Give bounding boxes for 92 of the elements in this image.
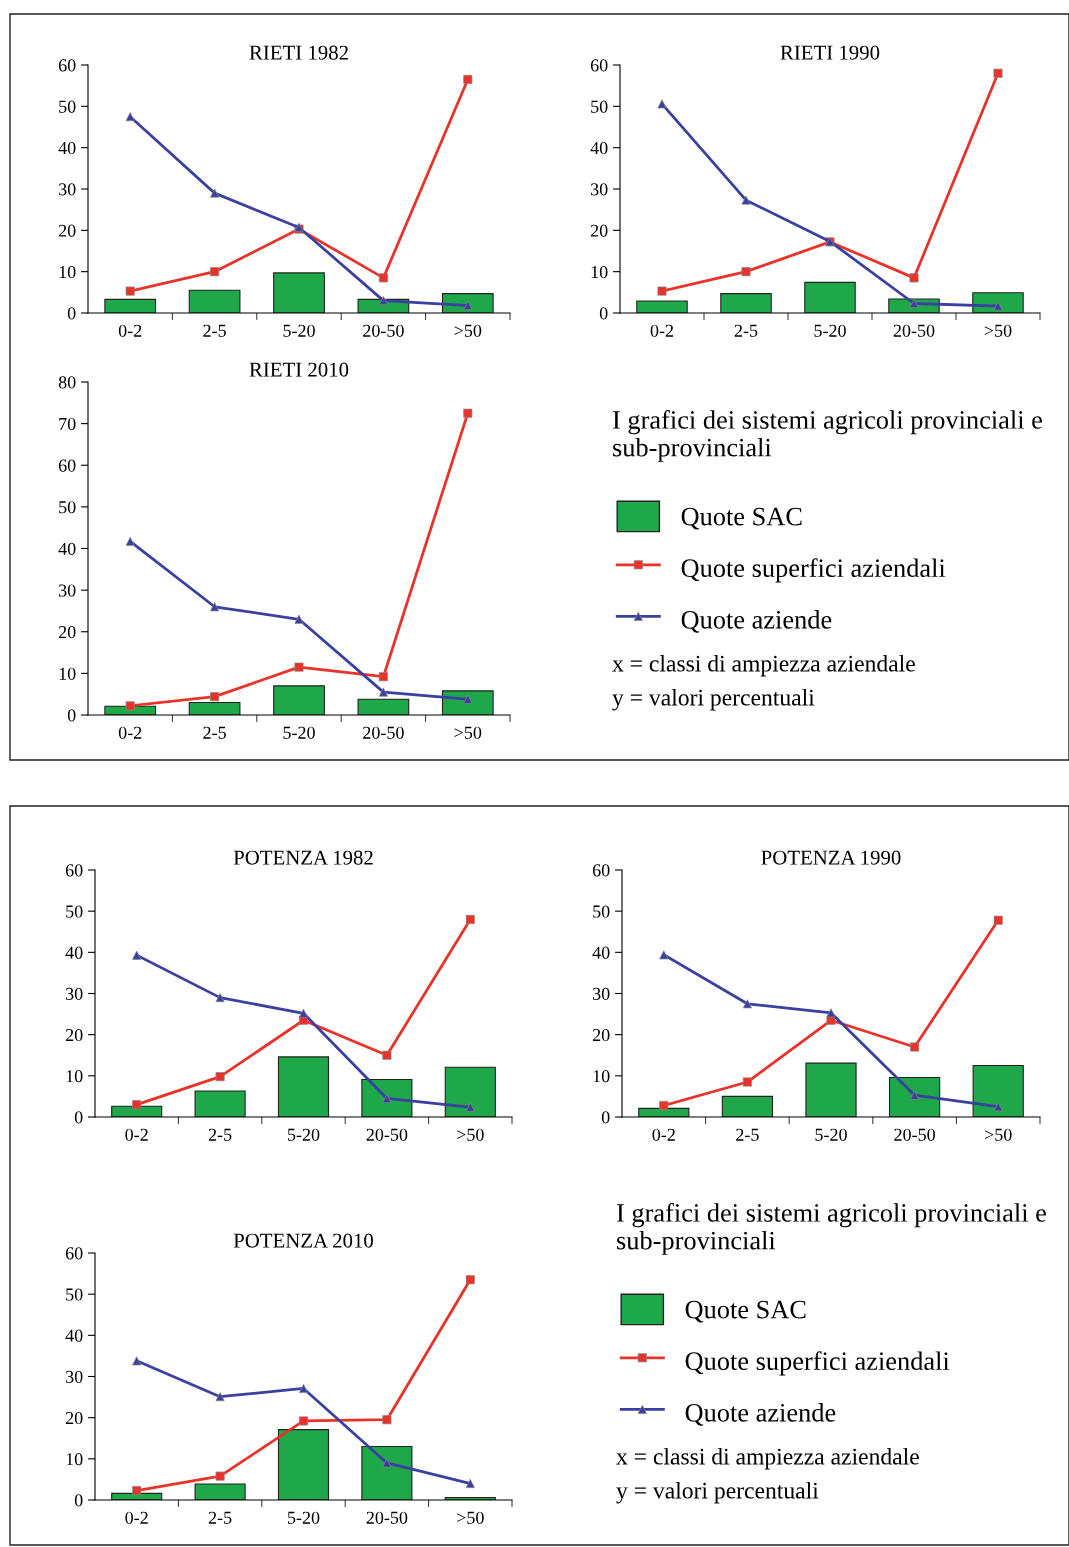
x-tick-label: >50: [984, 324, 1012, 337]
y-tick-label: 30: [59, 584, 76, 597]
x-tick-label: >50: [457, 1511, 484, 1524]
x-tick-label: 5-20: [283, 324, 315, 337]
chart-title: POTENZA 2010: [233, 1233, 374, 1248]
x-tick-label: 5-20: [814, 324, 846, 337]
x-tick-label: 5-20: [288, 1511, 320, 1524]
y-tick-label: 60: [58, 459, 76, 472]
x-tick-label: 2-5: [734, 324, 758, 337]
x-tick-label: 20-50: [894, 1128, 935, 1141]
y-tick-label: 60: [65, 864, 83, 877]
y-tick-label: 60: [590, 59, 608, 72]
x-tick-label: 20-50: [363, 324, 404, 337]
y-tick-label: 60: [58, 59, 76, 72]
legend-label: Quote superfici aziendali: [685, 1351, 950, 1376]
y-tick-label: 10: [66, 1070, 83, 1083]
y-tick-label: 70: [59, 417, 76, 431]
x-tick-label: 5-20: [815, 1128, 847, 1141]
x-tick-label: >50: [985, 1128, 1012, 1141]
chart-title: RIETI 1990: [780, 45, 880, 60]
legend-label: Quote SAC: [685, 1300, 806, 1323]
legend-title: I grafici dei sistemi agricoli provinciali e sub-provinciali: [612, 410, 1042, 462]
legend-title: I grafici dei sistemi agricoli provinciali e sub-provinciali: [616, 1203, 1046, 1255]
y-tick-label: 30: [66, 1370, 83, 1383]
y-tick-label: 0: [67, 307, 76, 320]
y-tick-label: 30: [66, 987, 83, 1000]
y-tick-label: 40: [65, 946, 83, 959]
y-tick-label: 30: [591, 183, 608, 196]
legend-label: Quote aziende: [681, 610, 832, 633]
x-tick-label: 5-20: [288, 1128, 320, 1141]
y-tick-label: 10: [593, 1070, 610, 1083]
y-tick-label: 50: [66, 905, 83, 918]
y-tick-label: 50: [593, 905, 610, 918]
legend-label: Quote SAC: [681, 507, 802, 530]
y-tick-label: 0: [74, 1494, 83, 1507]
x-tick-label: 2-5: [208, 1511, 232, 1524]
x-tick-label: 5-20: [283, 726, 315, 739]
x-tick-label: 2-5: [208, 1128, 232, 1141]
y-tick-label: 40: [590, 141, 608, 155]
x-tick-label: 20-50: [366, 1511, 408, 1524]
y-tick-label: 10: [59, 667, 76, 680]
y-tick-label: 40: [58, 141, 76, 155]
x-tick-label: >50: [454, 324, 482, 337]
x-tick-label: 2-5: [736, 1128, 759, 1141]
y-tick-label: 20: [590, 224, 608, 237]
y-tick-label: 40: [65, 1329, 83, 1342]
x-tick-label: 0-2: [125, 1128, 148, 1141]
chart-title: RIETI 1982: [249, 45, 348, 60]
chart-title: POTENZA 1990: [761, 850, 901, 865]
text: y = valori percentuali: [612, 689, 815, 711]
y-tick-label: 0: [601, 1111, 610, 1124]
y-tick-label: 10: [591, 265, 608, 279]
y-tick-label: 20: [65, 1028, 83, 1042]
chart-title: POTENZA 1982: [233, 850, 373, 865]
text: x = classi di ampiezza aziendale: [616, 1448, 919, 1470]
x-tick-label: >50: [454, 726, 482, 739]
y-tick-label: 50: [59, 501, 76, 514]
x-tick-label: 20-50: [363, 726, 404, 739]
x-tick-label: >50: [457, 1128, 484, 1141]
y-tick-label: 50: [591, 100, 608, 113]
y-tick-label: 60: [65, 1247, 83, 1260]
x-tick-label: 2-5: [203, 324, 226, 337]
y-tick-label: 10: [66, 1453, 83, 1466]
y-tick-label: 30: [593, 987, 610, 1000]
y-tick-label: 0: [599, 307, 608, 320]
legend-label: Quote aziende: [685, 1403, 836, 1426]
x-tick-label: 0-2: [650, 324, 674, 337]
y-tick-label: 20: [65, 1411, 83, 1425]
legend-label: Quote superfici aziendali: [681, 558, 946, 583]
y-tick-label: 80: [58, 376, 76, 389]
y-tick-label: 20: [592, 1028, 610, 1042]
y-tick-label: 0: [67, 709, 76, 722]
y-tick-label: 50: [66, 1288, 83, 1301]
text: x = classi di ampiezza aziendale: [612, 655, 915, 677]
x-tick-label: 0-2: [125, 1511, 148, 1524]
x-tick-label: 2-5: [203, 726, 226, 739]
y-tick-label: 0: [74, 1111, 83, 1124]
y-tick-label: 40: [592, 946, 610, 959]
y-tick-label: 30: [59, 183, 76, 196]
x-tick-label: 20-50: [366, 1128, 408, 1141]
y-tick-label: 20: [58, 224, 76, 237]
y-tick-label: 10: [59, 265, 76, 279]
x-tick-label: 20-50: [893, 324, 935, 337]
y-tick-label: 50: [59, 100, 76, 113]
x-tick-label: 0-2: [652, 1128, 675, 1141]
y-tick-label: 20: [58, 626, 76, 639]
y-tick-label: 60: [592, 864, 610, 877]
x-tick-label: 0-2: [118, 324, 142, 337]
y-tick-label: 40: [58, 542, 76, 555]
x-tick-label: 0-2: [118, 726, 142, 739]
chart-title: RIETI 2010: [249, 362, 349, 377]
text: y = valori percentuali: [616, 1482, 819, 1504]
